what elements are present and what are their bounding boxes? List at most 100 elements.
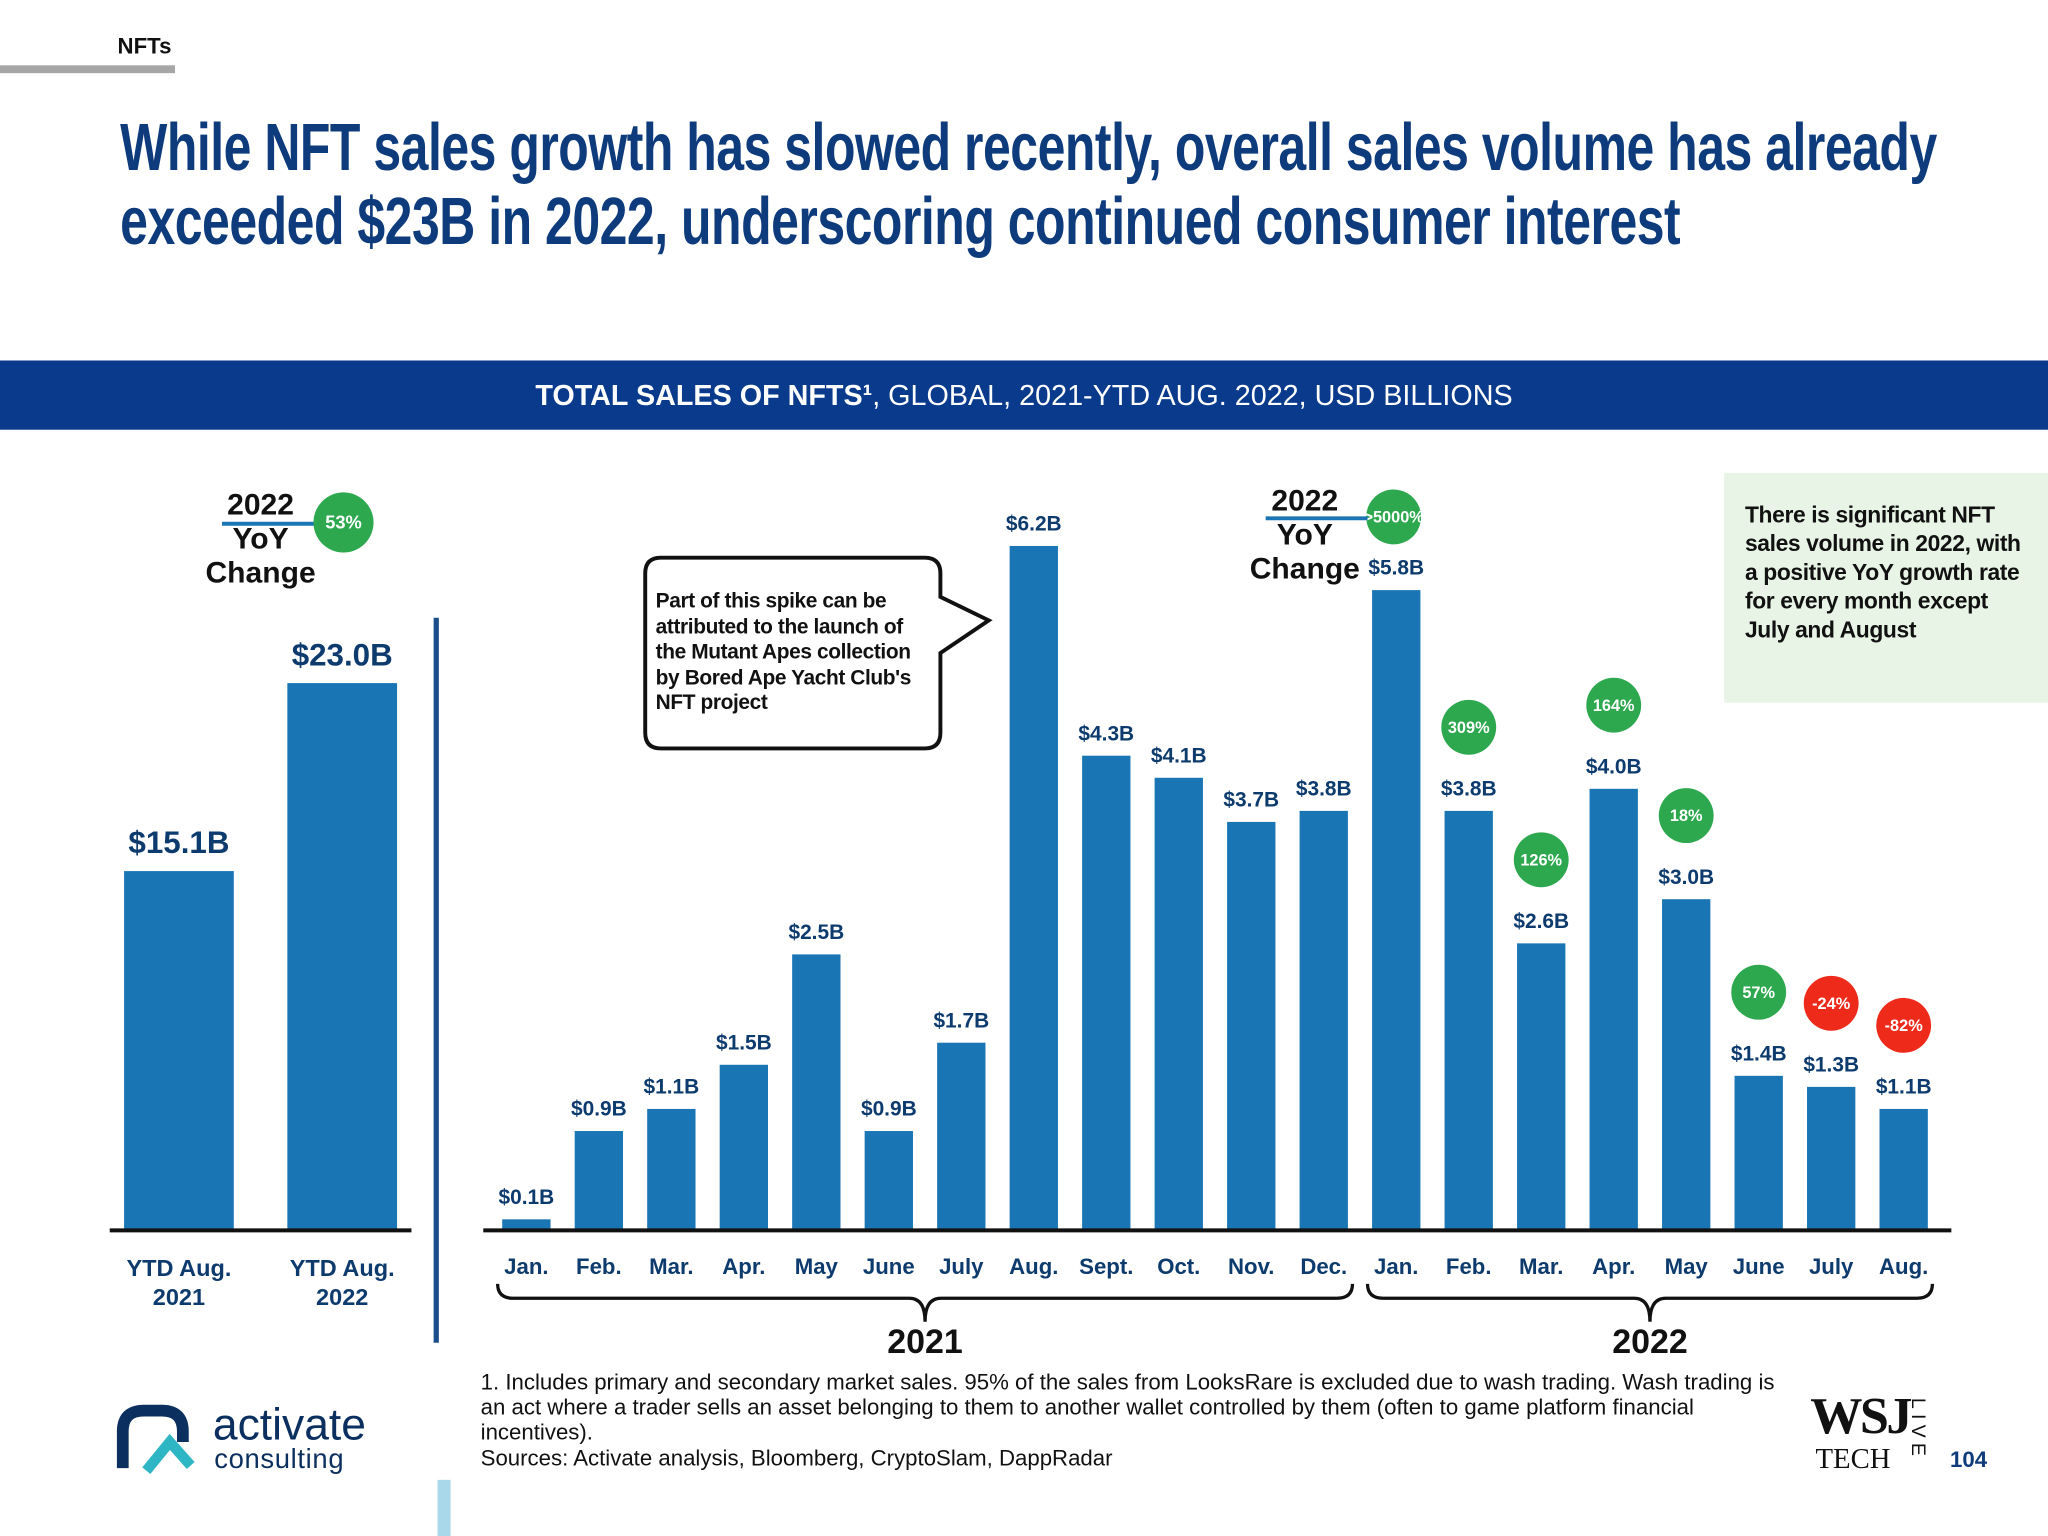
yoy-bubble [1513,832,1569,888]
x-tick-label: Oct. [1157,1254,1200,1279]
yoy-bubble [1803,975,1859,1031]
value-label: $15.1B [128,825,229,860]
bar [574,1131,624,1231]
x-tick-label: Nov. [1228,1254,1274,1279]
x-tick-label: May [795,1254,839,1279]
bar [937,1042,986,1231]
tag-bar [0,65,176,74]
value-label: $0.1B [499,1186,555,1209]
value-label: $2.6B [1513,910,1569,933]
value-label: $23.0B [292,637,393,672]
wsj-mark: WSJ [1810,1385,1912,1445]
yoy-bubble [1658,788,1714,844]
x-tick-label: Mar. [649,1254,693,1279]
bar [502,1219,551,1231]
x-tick-label: June [863,1254,915,1279]
yoy-annotation: 2022 YoY Change [205,487,316,590]
page-number: 104 [1950,1447,1988,1472]
value-label: $0.9B [571,1098,627,1121]
bar [1009,545,1058,1231]
x-tick-label: Jan. [1374,1254,1418,1279]
value-label: $3.8B [1441,778,1497,801]
x-tick-label: Dec. [1300,1254,1347,1279]
group-label: 2021 [887,1323,963,1361]
value-label: $4.3B [1078,722,1134,745]
yoy-bubble [1441,699,1497,755]
yoy-label: 57% [1742,984,1775,1002]
banner-text: , GLOBAL, 2021-YTD AUG. 2022, USD BILLIO… [872,378,1513,412]
yoy-label: 18% [1670,807,1703,825]
side-note: There is significant NFT sales volume in… [1744,501,2021,643]
bar [1879,1108,1928,1231]
value-label: $4.0B [1586,755,1642,778]
yoy-label: 126% [1520,851,1562,869]
value-label: $1.1B [643,1076,699,1099]
bar [792,954,841,1231]
yoy-label: -82% [1885,1017,1924,1035]
value-label: $1.1B [1876,1076,1932,1099]
banner-bold: TOTAL SALES OF NFTS¹ [535,378,873,412]
value-label: $4.1B [1151,744,1207,767]
yoy-label: 309% [1448,719,1490,737]
value-label: $3.0B [1658,866,1714,889]
yoy-label: -24% [1812,995,1851,1013]
yoy-bubble [1366,489,1422,545]
value-label: $1.3B [1803,1053,1859,1076]
group-brace [495,1283,1355,1322]
value-label: $6.2B [1006,513,1062,536]
bar [1734,1075,1783,1231]
section-tag: NFTs [117,33,172,59]
value-label: $3.8B [1296,778,1352,801]
yoy-bubble [1731,964,1787,1020]
note-box [1724,472,2048,703]
yoy-label: >5000% [1363,509,1424,527]
sources: Sources: Activate analysis, Bloomberg, C… [480,1445,1113,1471]
value-label: $3.7B [1223,789,1279,812]
x-tick-label: June [1733,1254,1785,1279]
wsj-tech: TECH [1815,1441,1891,1475]
callout-text: Part of this spike can be attributed to … [655,590,912,715]
footnote: 1. Includes primary and secondary market… [480,1370,1775,1445]
yoy-bubble [1586,677,1642,733]
x-tick-label: Sept. [1079,1254,1133,1279]
x-tick-label: Apr. [722,1254,765,1279]
yoy-bubble [313,492,374,553]
x-tick-label: Mar. [1519,1254,1563,1279]
value-label: $1.5B [716,1031,772,1054]
x-tick-label: Feb. [1446,1254,1492,1279]
bar [864,1131,913,1231]
bar [1299,810,1348,1231]
yoy-label: 164% [1593,697,1635,715]
chart-banner: TOTAL SALES OF NFTS¹, GLOBAL, 2021-YTD A… [0,360,2048,430]
x-tick-label: YTD Aug. 2021 [126,1255,232,1311]
bar [1589,788,1638,1231]
callout-box [643,555,993,751]
bar [287,683,398,1231]
bar [1662,899,1711,1231]
logo-sub: consulting [214,1444,345,1475]
bar [1517,943,1566,1231]
x-tick-label: YTD Aug. 2022 [289,1255,395,1311]
bar [1154,777,1203,1231]
value-label: $0.9B [861,1098,917,1121]
group-label: 2022 [1612,1323,1687,1361]
logo-name: activate [212,1400,366,1450]
yoy-annotation: 2022 YoY Change [1249,483,1360,586]
x-tick-label: Aug. [1879,1254,1928,1279]
x-tick-label: July [939,1254,984,1279]
slide-title: While NFT sales growth has slowed recent… [120,109,1937,259]
x-tick-label: Jan. [504,1254,548,1279]
bar [1444,810,1493,1231]
x-tick-label: Feb. [576,1254,622,1279]
x-tick-label: Aug. [1009,1254,1058,1279]
logo-icon [116,1404,195,1475]
bar [719,1064,768,1231]
wsj-live: LIVE [1906,1397,1929,1462]
group-brace [1365,1283,1935,1322]
bar [647,1108,696,1231]
value-label: $2.5B [788,921,844,944]
bar [1372,590,1421,1231]
value-label: $1.7B [933,1009,989,1032]
